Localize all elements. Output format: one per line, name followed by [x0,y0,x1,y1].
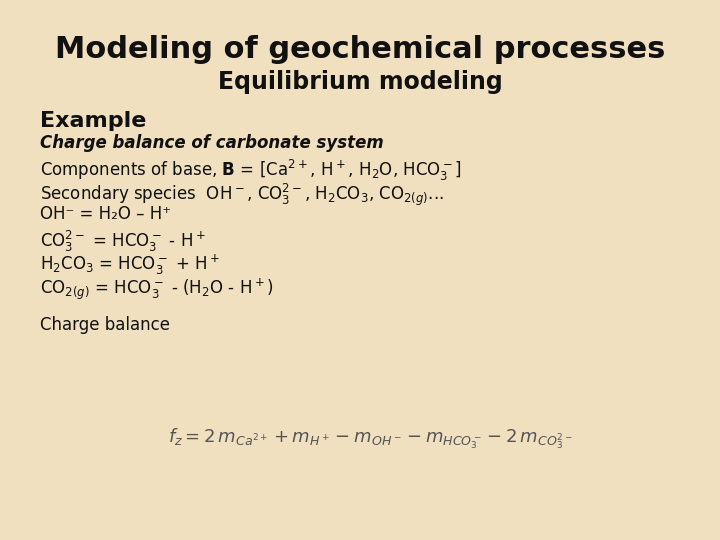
Text: OH⁻ = H₂O – H⁺: OH⁻ = H₂O – H⁺ [40,205,171,223]
Text: H$_2$CO$_3$ = HCO$_3^-$ + H$^+$: H$_2$CO$_3$ = HCO$_3^-$ + H$^+$ [40,253,220,277]
Text: CO$_{2(g)}$ = HCO$_3^-$ - (H$_2$O - H$^+$): CO$_{2(g)}$ = HCO$_3^-$ - (H$_2$O - H$^+… [40,276,274,302]
Text: Charge balance: Charge balance [40,316,170,334]
Text: Equilibrium modeling: Equilibrium modeling [217,70,503,94]
Text: Modeling of geochemical processes: Modeling of geochemical processes [55,35,665,64]
Text: Charge balance of carbonate system: Charge balance of carbonate system [40,134,383,152]
Text: Components of base, $\mathbf{B}$ = [Ca$^{2+}$, H$^+$, H$_2$O, HCO$_3^-$]: Components of base, $\mathbf{B}$ = [Ca$^… [40,158,462,183]
Text: CO$_3^{2-}$ = HCO$_3^-$ - H$^+$: CO$_3^{2-}$ = HCO$_3^-$ - H$^+$ [40,229,205,254]
Text: Secondary species  OH$^-$, CO$_3^{2-}$, H$_2$CO$_3$, CO$_{2(g)}$...: Secondary species OH$^-$, CO$_3^{2-}$, H… [40,181,444,208]
Text: $f_z = 2\,m_{Ca^{2+}} + m_{H^+} - m_{OH^-} - m_{HCO_3^-} - 2\,m_{CO_3^{2-}}$: $f_z = 2\,m_{Ca^{2+}} + m_{H^+} - m_{OH^… [168,426,573,451]
Text: Example: Example [40,111,146,131]
